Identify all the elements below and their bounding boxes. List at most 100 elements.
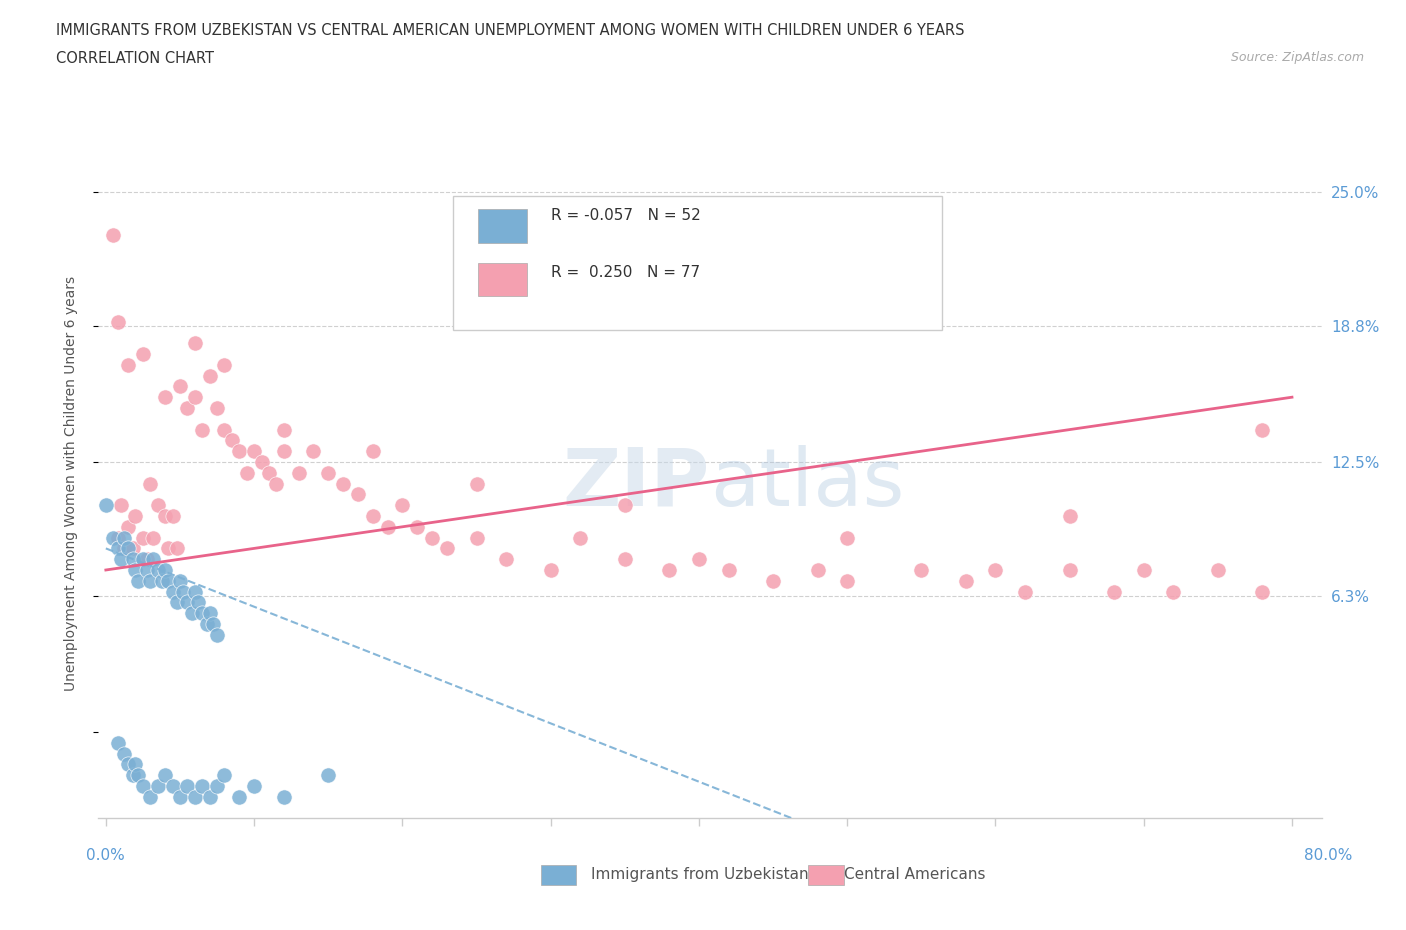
- Point: [266, 476, 288, 491]
- Point: [235, 465, 257, 480]
- Point: [117, 519, 139, 534]
- Text: ZIP: ZIP: [562, 445, 710, 523]
- Point: [1014, 584, 1036, 599]
- Point: [837, 530, 859, 545]
- Point: [169, 379, 191, 393]
- FancyBboxPatch shape: [453, 195, 942, 329]
- Point: [124, 509, 146, 524]
- Point: [273, 790, 295, 804]
- Text: 80.0%: 80.0%: [1305, 848, 1353, 863]
- Point: [169, 574, 191, 589]
- Point: [142, 551, 165, 566]
- Text: Immigrants from Uzbekistan: Immigrants from Uzbekistan: [591, 867, 808, 882]
- Y-axis label: Unemployment Among Women with Children Under 6 years: Unemployment Among Women with Children U…: [63, 276, 77, 691]
- Point: [287, 465, 309, 480]
- Point: [146, 563, 169, 578]
- Point: [127, 574, 149, 589]
- Point: [94, 498, 117, 512]
- Point: [613, 498, 636, 512]
- Point: [191, 605, 214, 620]
- FancyBboxPatch shape: [478, 209, 526, 243]
- Point: [184, 336, 207, 351]
- Point: [1102, 584, 1125, 599]
- Text: Central Americans: Central Americans: [844, 867, 986, 882]
- Point: [132, 530, 155, 545]
- Point: [955, 574, 977, 589]
- Point: [110, 498, 132, 512]
- Point: [136, 551, 159, 566]
- Point: [124, 563, 146, 578]
- Point: [806, 563, 828, 578]
- Point: [613, 551, 636, 566]
- Point: [112, 541, 135, 556]
- Point: [688, 551, 710, 566]
- Point: [103, 530, 125, 545]
- Point: [214, 768, 236, 783]
- Point: [136, 563, 159, 578]
- Point: [540, 563, 562, 578]
- Point: [250, 455, 273, 470]
- FancyBboxPatch shape: [478, 262, 526, 296]
- Point: [243, 778, 266, 793]
- Point: [110, 551, 132, 566]
- Point: [465, 530, 488, 545]
- Point: [187, 595, 209, 610]
- Point: [257, 465, 280, 480]
- Text: CORRELATION CHART: CORRELATION CHART: [56, 51, 214, 66]
- Point: [205, 401, 228, 416]
- Point: [195, 617, 218, 631]
- Point: [180, 605, 202, 620]
- Point: [198, 790, 221, 804]
- Point: [214, 357, 236, 372]
- Point: [658, 563, 681, 578]
- Text: R =  0.250   N = 77: R = 0.250 N = 77: [551, 265, 700, 280]
- Point: [162, 584, 184, 599]
- Point: [139, 790, 162, 804]
- Point: [1059, 563, 1081, 578]
- Point: [316, 465, 339, 480]
- Point: [495, 551, 517, 566]
- Point: [124, 757, 146, 772]
- Point: [107, 314, 129, 329]
- Point: [377, 519, 399, 534]
- Point: [172, 584, 194, 599]
- Point: [391, 498, 413, 512]
- Point: [153, 768, 176, 783]
- Text: R = -0.057   N = 52: R = -0.057 N = 52: [551, 208, 700, 223]
- Point: [361, 444, 384, 458]
- Point: [717, 563, 740, 578]
- Point: [228, 444, 250, 458]
- Point: [1163, 584, 1185, 599]
- Point: [153, 390, 176, 405]
- Point: [117, 541, 139, 556]
- Point: [221, 433, 243, 448]
- Point: [146, 778, 169, 793]
- Point: [176, 778, 198, 793]
- Text: 0.0%: 0.0%: [86, 848, 125, 863]
- Point: [436, 541, 458, 556]
- Point: [162, 778, 184, 793]
- Text: IMMIGRANTS FROM UZBEKISTAN VS CENTRAL AMERICAN UNEMPLOYMENT AMONG WOMEN WITH CHI: IMMIGRANTS FROM UZBEKISTAN VS CENTRAL AM…: [56, 23, 965, 38]
- Point: [176, 401, 198, 416]
- Point: [984, 563, 1007, 578]
- Point: [1251, 422, 1274, 437]
- Point: [146, 498, 169, 512]
- Point: [302, 444, 325, 458]
- Point: [107, 530, 129, 545]
- Point: [191, 778, 214, 793]
- Point: [406, 519, 429, 534]
- Text: Source: ZipAtlas.com: Source: ZipAtlas.com: [1230, 51, 1364, 64]
- Point: [132, 347, 155, 362]
- Point: [1059, 509, 1081, 524]
- Point: [107, 736, 129, 751]
- Point: [184, 790, 207, 804]
- Point: [121, 768, 143, 783]
- Point: [332, 476, 354, 491]
- Point: [420, 530, 443, 545]
- Point: [205, 628, 228, 643]
- Point: [273, 422, 295, 437]
- Point: [127, 768, 149, 783]
- Point: [117, 757, 139, 772]
- Point: [166, 595, 188, 610]
- Point: [103, 228, 125, 243]
